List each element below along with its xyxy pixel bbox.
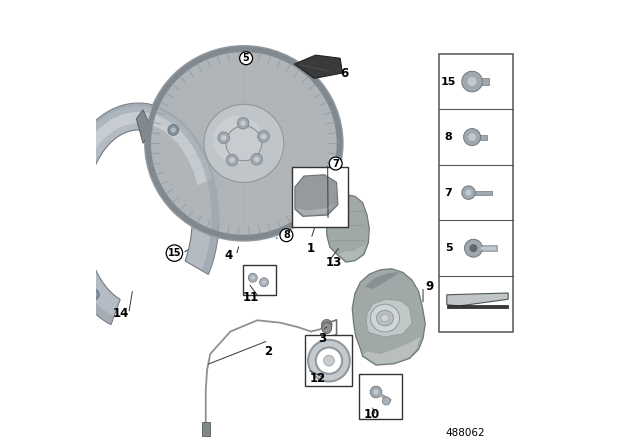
Ellipse shape: [204, 104, 284, 182]
Circle shape: [465, 239, 483, 257]
Bar: [292, 167, 348, 228]
Circle shape: [218, 132, 230, 144]
Circle shape: [324, 355, 334, 366]
Text: 13: 13: [325, 255, 342, 269]
Text: 5: 5: [243, 53, 250, 63]
Circle shape: [241, 121, 246, 126]
Polygon shape: [60, 106, 212, 289]
Circle shape: [467, 77, 477, 86]
Polygon shape: [352, 269, 425, 365]
Circle shape: [73, 162, 84, 172]
Text: 4: 4: [224, 249, 232, 262]
Circle shape: [373, 389, 379, 395]
Circle shape: [171, 127, 176, 133]
Bar: [359, 374, 402, 419]
Ellipse shape: [376, 310, 394, 326]
Polygon shape: [295, 175, 338, 216]
Ellipse shape: [322, 323, 332, 333]
Bar: [305, 335, 353, 386]
Bar: [202, 422, 210, 436]
Circle shape: [261, 134, 266, 139]
Polygon shape: [294, 55, 342, 78]
Polygon shape: [327, 195, 369, 262]
Text: 2: 2: [264, 345, 273, 358]
Circle shape: [258, 131, 269, 142]
Ellipse shape: [145, 46, 342, 241]
Circle shape: [321, 319, 332, 330]
Polygon shape: [136, 110, 152, 143]
Polygon shape: [339, 244, 366, 261]
Circle shape: [463, 129, 481, 146]
Circle shape: [465, 190, 472, 196]
Circle shape: [469, 244, 477, 252]
Text: 1: 1: [307, 242, 315, 255]
Bar: [439, 54, 513, 332]
Polygon shape: [58, 103, 219, 325]
Bar: [243, 265, 276, 295]
Circle shape: [227, 154, 238, 166]
Circle shape: [468, 133, 476, 141]
Circle shape: [462, 186, 476, 199]
Polygon shape: [447, 293, 508, 306]
Bar: [472, 135, 487, 140]
Text: 8: 8: [445, 132, 452, 142]
Circle shape: [251, 153, 262, 165]
Text: 10: 10: [364, 408, 380, 421]
Circle shape: [254, 156, 259, 162]
Circle shape: [237, 117, 249, 129]
Circle shape: [168, 125, 179, 135]
Bar: [472, 78, 489, 85]
Text: 14: 14: [113, 307, 129, 320]
Ellipse shape: [226, 126, 262, 161]
Ellipse shape: [213, 116, 263, 164]
Text: 8: 8: [283, 230, 290, 240]
Circle shape: [92, 292, 97, 297]
Text: 9: 9: [426, 280, 434, 293]
Text: 12: 12: [310, 372, 326, 385]
Polygon shape: [58, 103, 219, 325]
Ellipse shape: [371, 304, 399, 332]
Circle shape: [248, 273, 257, 282]
Text: 15: 15: [168, 248, 181, 258]
Circle shape: [221, 135, 227, 141]
Ellipse shape: [381, 314, 389, 322]
Text: 7: 7: [445, 188, 452, 198]
Text: 15: 15: [441, 77, 456, 86]
Circle shape: [382, 397, 390, 405]
Polygon shape: [363, 337, 420, 364]
Text: 3: 3: [318, 332, 326, 345]
Circle shape: [251, 276, 255, 280]
Circle shape: [462, 71, 483, 92]
Circle shape: [230, 157, 235, 163]
Polygon shape: [365, 272, 401, 289]
Circle shape: [370, 386, 382, 398]
Text: 6: 6: [340, 67, 349, 81]
Bar: [447, 305, 508, 308]
Circle shape: [262, 280, 266, 284]
Polygon shape: [296, 204, 334, 215]
Circle shape: [88, 289, 99, 300]
Text: 7: 7: [332, 159, 339, 168]
Circle shape: [76, 164, 81, 169]
Polygon shape: [367, 299, 412, 337]
Bar: [468, 191, 492, 194]
Text: 5: 5: [445, 243, 452, 253]
Text: 11: 11: [243, 291, 259, 305]
Text: 488062: 488062: [446, 428, 485, 438]
Circle shape: [260, 278, 269, 287]
